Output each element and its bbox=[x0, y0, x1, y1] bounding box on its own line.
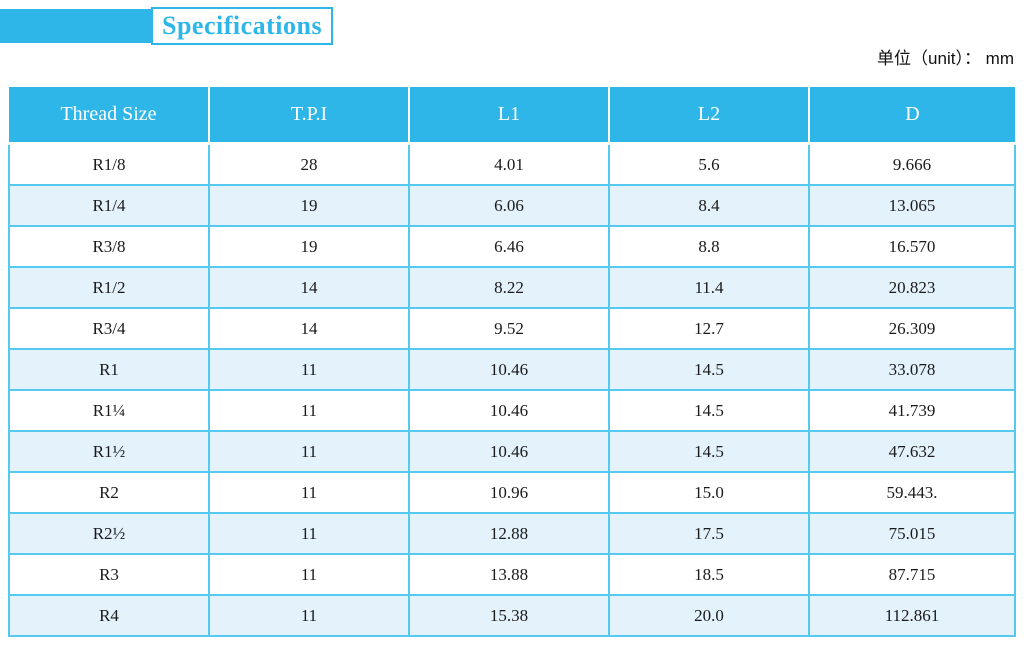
cell-tpi: 14 bbox=[208, 307, 410, 350]
cell-l1: 9.52 bbox=[408, 307, 610, 350]
cell-thread-size: R1½ bbox=[8, 430, 210, 473]
table-row: R1/4 19 6.06 8.4 13.065 bbox=[8, 184, 1016, 227]
cell-thread-size: R3/8 bbox=[8, 225, 210, 268]
cell-tpi: 11 bbox=[208, 594, 410, 637]
cell-thread-size: R3 bbox=[8, 553, 210, 596]
cell-d: 59.443. bbox=[808, 471, 1016, 514]
cell-d: 16.570 bbox=[808, 225, 1016, 268]
table-row: R4 11 15.38 20.0 112.861 bbox=[8, 594, 1016, 637]
cell-l2: 12.7 bbox=[608, 307, 810, 350]
cell-tpi: 11 bbox=[208, 512, 410, 555]
cell-tpi: 19 bbox=[208, 184, 410, 227]
cell-l2: 17.5 bbox=[608, 512, 810, 555]
column-header-tpi: T.P.I bbox=[209, 87, 410, 145]
cell-d: 47.632 bbox=[808, 430, 1016, 473]
cell-tpi: 11 bbox=[208, 471, 410, 514]
cell-l1: 13.88 bbox=[408, 553, 610, 596]
table-row: R2 11 10.96 15.0 59.443. bbox=[8, 471, 1016, 514]
cell-l2: 14.5 bbox=[608, 348, 810, 391]
cell-d: 9.666 bbox=[808, 142, 1016, 186]
cell-l1: 10.46 bbox=[408, 430, 610, 473]
cell-tpi: 14 bbox=[208, 266, 410, 309]
cell-l2: 18.5 bbox=[608, 553, 810, 596]
cell-tpi: 11 bbox=[208, 430, 410, 473]
cell-l1: 10.96 bbox=[408, 471, 610, 514]
unit-note: 单位（unit）： mm bbox=[877, 49, 1014, 68]
table-header-row: Thread Size T.P.I L1 L2 D bbox=[9, 87, 1015, 145]
cell-l1: 6.06 bbox=[408, 184, 610, 227]
cell-thread-size: R2½ bbox=[8, 512, 210, 555]
column-header-d: D bbox=[809, 87, 1015, 145]
table-body: R1/8 28 4.01 5.6 9.666 R1/4 19 6.06 8.4 13.065 R3/… bbox=[8, 142, 1016, 637]
cell-d: 26.309 bbox=[808, 307, 1016, 350]
column-header-thread-size: Thread Size bbox=[9, 87, 210, 145]
cell-thread-size: R1¼ bbox=[8, 389, 210, 432]
cell-d: 87.715 bbox=[808, 553, 1016, 596]
cell-d: 33.078 bbox=[808, 348, 1016, 391]
cell-l2: 8.8 bbox=[608, 225, 810, 268]
cell-tpi: 11 bbox=[208, 389, 410, 432]
cell-thread-size: R1 bbox=[8, 348, 210, 391]
specifications-table: Thread Size T.P.I L1 L2 D R1/8 28 4.01 5.6 9.666… bbox=[8, 87, 1016, 637]
cell-l2: 5.6 bbox=[608, 142, 810, 186]
cell-thread-size: R3/4 bbox=[8, 307, 210, 350]
cell-l1: 6.46 bbox=[408, 225, 610, 268]
cell-tpi: 11 bbox=[208, 348, 410, 391]
table-row: R3/4 14 9.52 12.7 26.309 bbox=[8, 307, 1016, 350]
title-accent-bar bbox=[0, 9, 151, 43]
cell-l1: 10.46 bbox=[408, 389, 610, 432]
cell-l1: 10.46 bbox=[408, 348, 610, 391]
cell-thread-size: R1/2 bbox=[8, 266, 210, 309]
cell-d: 41.739 bbox=[808, 389, 1016, 432]
cell-tpi: 19 bbox=[208, 225, 410, 268]
cell-tpi: 28 bbox=[208, 142, 410, 186]
page-title: Specifications bbox=[151, 7, 334, 45]
table-row: R1/8 28 4.01 5.6 9.666 bbox=[8, 142, 1016, 186]
cell-l2: 20.0 bbox=[608, 594, 810, 637]
table-row: R3/8 19 6.46 8.8 16.570 bbox=[8, 225, 1016, 268]
cell-l2: 15.0 bbox=[608, 471, 810, 514]
cell-thread-size: R1/4 bbox=[8, 184, 210, 227]
cell-l2: 14.5 bbox=[608, 389, 810, 432]
table-row: R3 11 13.88 18.5 87.715 bbox=[8, 553, 1016, 596]
title-banner: Specifications bbox=[0, 0, 1024, 46]
cell-l2: 14.5 bbox=[608, 430, 810, 473]
cell-d: 13.065 bbox=[808, 184, 1016, 227]
cell-l1: 12.88 bbox=[408, 512, 610, 555]
cell-l1: 4.01 bbox=[408, 142, 610, 186]
spec-page: Specifications 单位（unit）： mm Thread Size T… bbox=[0, 0, 1024, 637]
table-row: R2½ 11 12.88 17.5 75.015 bbox=[8, 512, 1016, 555]
column-header-l2: L2 bbox=[609, 87, 810, 145]
table-head: Thread Size T.P.I L1 L2 D bbox=[9, 87, 1015, 145]
cell-thread-size: R2 bbox=[8, 471, 210, 514]
table-row: R1/2 14 8.22 11.4 20.823 bbox=[8, 266, 1016, 309]
cell-d: 20.823 bbox=[808, 266, 1016, 309]
cell-thread-size: R4 bbox=[8, 594, 210, 637]
cell-l2: 8.4 bbox=[608, 184, 810, 227]
table-row: R1½ 11 10.46 14.5 47.632 bbox=[8, 430, 1016, 473]
cell-d: 75.015 bbox=[808, 512, 1016, 555]
cell-tpi: 11 bbox=[208, 553, 410, 596]
cell-l1: 15.38 bbox=[408, 594, 610, 637]
cell-l1: 8.22 bbox=[408, 266, 610, 309]
cell-thread-size: R1/8 bbox=[8, 142, 210, 186]
table-row: R1 11 10.46 14.5 33.078 bbox=[8, 348, 1016, 391]
column-header-l1: L1 bbox=[409, 87, 610, 145]
cell-l2: 11.4 bbox=[608, 266, 810, 309]
table-row: R1¼ 11 10.46 14.5 41.739 bbox=[8, 389, 1016, 432]
cell-d: 112.861 bbox=[808, 594, 1016, 637]
